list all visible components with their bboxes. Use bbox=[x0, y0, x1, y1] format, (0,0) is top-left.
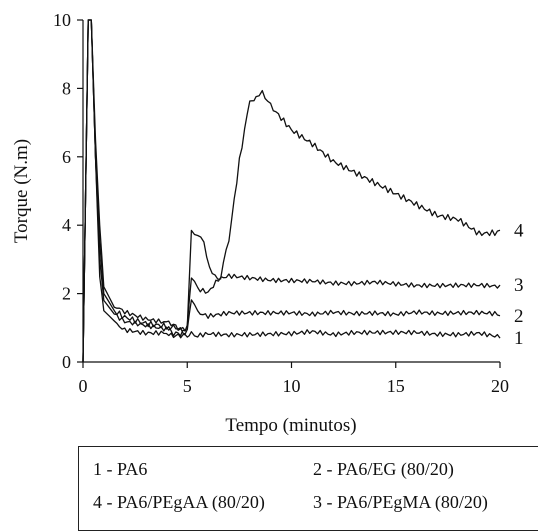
legend-item-3: 3 - PA6/PEgMA (80/20) bbox=[313, 492, 488, 512]
y-tick-label: 4 bbox=[62, 215, 71, 235]
series-end-label-2: 2 bbox=[514, 306, 524, 327]
y-tick-label: 10 bbox=[53, 10, 71, 30]
legend: 1 - PA6 2 - PA6/EG (80/20) 4 - PA6/PEgAA… bbox=[78, 446, 538, 531]
series-line-2 bbox=[82, 19, 501, 363]
y-tick-label: 2 bbox=[62, 284, 71, 304]
x-tick-label: 20 bbox=[491, 376, 509, 396]
series-end-label-4: 4 bbox=[514, 220, 524, 241]
legend-item-2: 2 - PA6/EG (80/20) bbox=[313, 459, 454, 479]
tick-marks: 0 5 10 15 20 0 2 4 6 8 10 bbox=[53, 10, 509, 396]
series-line-3 bbox=[82, 19, 501, 363]
axes bbox=[82, 20, 500, 363]
x-tick-label: 5 bbox=[183, 376, 192, 396]
series-end-label-1: 1 bbox=[514, 328, 524, 349]
y-tick-label: 0 bbox=[62, 352, 71, 372]
x-tick-label: 10 bbox=[283, 376, 301, 396]
series-line-1 bbox=[82, 19, 501, 363]
y-tick-label: 6 bbox=[62, 147, 71, 167]
legend-item-4: 4 - PA6/PEgAA (80/20) bbox=[93, 492, 265, 512]
y-tick-label: 8 bbox=[62, 78, 71, 98]
series-end-label-3: 3 bbox=[514, 275, 524, 296]
plot-area: 12 3 4 bbox=[82, 19, 524, 363]
x-tick-label: 0 bbox=[79, 376, 88, 396]
y-axis-label: Torque (N.m) bbox=[11, 139, 32, 243]
legend-item-1: 1 - PA6 bbox=[93, 459, 148, 479]
x-tick-label: 15 bbox=[387, 376, 405, 396]
series-line-4 bbox=[82, 19, 501, 363]
x-axis-label: Tempo (minutos) bbox=[225, 415, 356, 436]
